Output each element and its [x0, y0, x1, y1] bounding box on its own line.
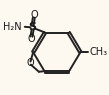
Text: O: O [26, 58, 34, 68]
Text: O: O [28, 34, 35, 44]
Text: S: S [29, 22, 37, 32]
Text: CH₃: CH₃ [89, 47, 107, 57]
Text: H₂N: H₂N [3, 22, 21, 32]
Text: O: O [30, 10, 38, 20]
